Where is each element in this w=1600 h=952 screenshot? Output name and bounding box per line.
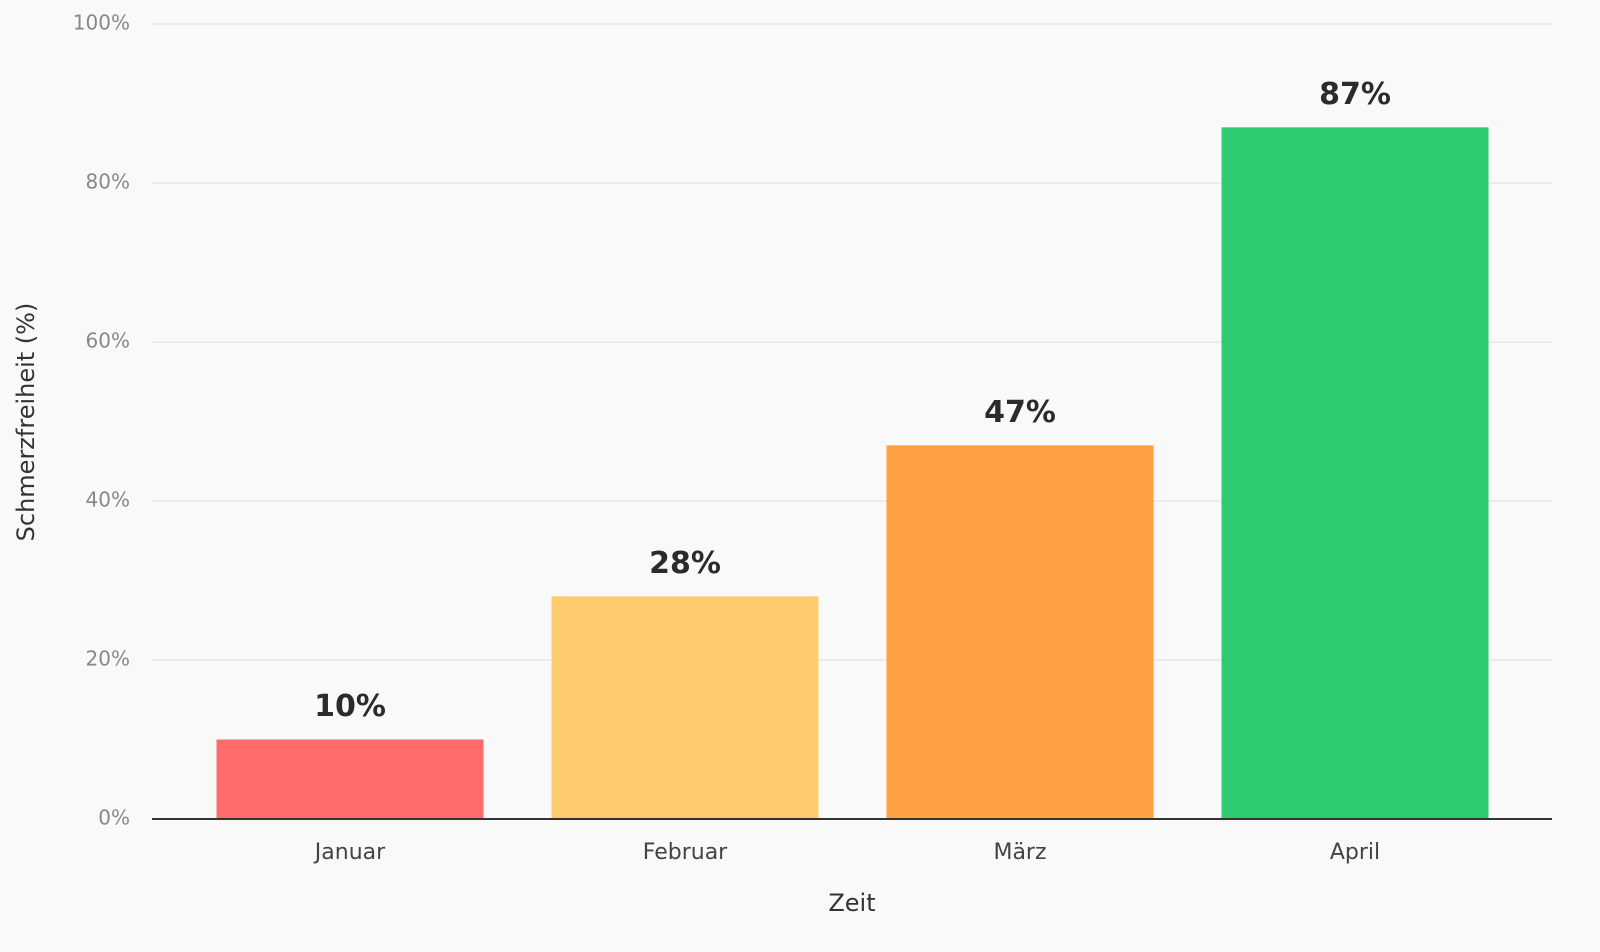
value-label: 10% (314, 689, 386, 724)
y-axis-label: Schmerzfreiheit (%) (12, 303, 40, 542)
value-label: 87% (1319, 77, 1391, 112)
y-tick-label: 80% (86, 170, 130, 194)
bar (886, 445, 1154, 819)
y-tick-label: 40% (86, 488, 130, 512)
x-tick-label: Januar (313, 840, 386, 865)
x-tick-label: Februar (643, 840, 728, 865)
bar (216, 739, 484, 819)
value-label: 28% (649, 546, 721, 581)
y-tick-label: 0% (98, 806, 130, 830)
x-axis-label: Zeit (828, 889, 875, 917)
x-tick-label: April (1330, 840, 1380, 865)
bar (1221, 127, 1489, 820)
value-label: 47% (984, 395, 1056, 430)
y-tick-label: 20% (86, 647, 130, 671)
bar (551, 596, 819, 819)
x-tick-label: März (993, 840, 1046, 865)
y-tick-label: 100% (73, 11, 130, 35)
y-tick-label: 60% (86, 329, 130, 353)
